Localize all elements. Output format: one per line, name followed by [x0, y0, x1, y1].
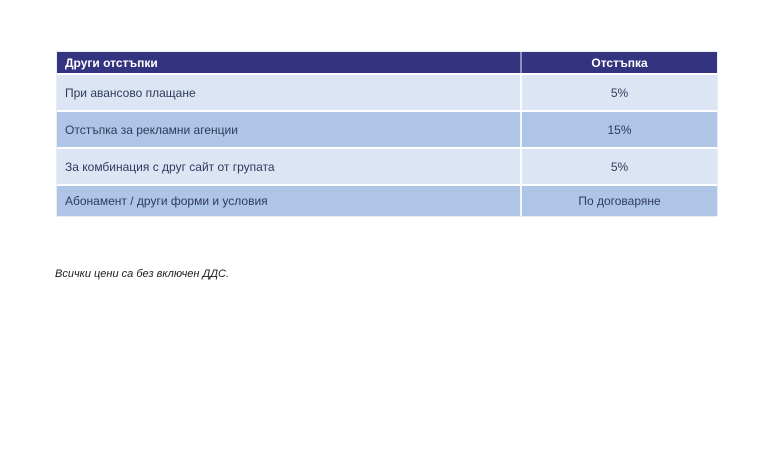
header-cell-other-discounts: Други отстъпки — [65, 55, 158, 70]
table-header-row: Други отстъпки Отстъпка — [57, 52, 717, 73]
row-label: Отстъпка за рекламни агенции — [65, 122, 238, 137]
row-label: За комбинация с друг сайт от групата — [65, 159, 275, 174]
row-value: По договаряне — [520, 186, 717, 216]
header-cell-discount: Отстъпка — [520, 52, 717, 73]
row-label: Абонамент / други форми и условия — [65, 194, 268, 208]
table-row-subscription: Абонамент / други форми и условия По дог… — [57, 184, 717, 216]
row-value: 5% — [520, 149, 717, 184]
row-value: 5% — [520, 75, 717, 110]
table-row-site-combination: За комбинация с друг сайт от групата 5% — [57, 147, 717, 184]
table-row-ad-agencies: Отстъпка за рекламни агенции 15% — [57, 110, 717, 147]
vat-footnote: Всички цени са без включен ДДС. — [55, 268, 230, 280]
other-discounts-table: Други отстъпки Отстъпка При авансово пла… — [57, 52, 717, 216]
table-row-advance-payment: При авансово плащане 5% — [57, 73, 717, 110]
row-label: При авансово плащане — [65, 85, 196, 100]
row-value: 15% — [520, 112, 717, 147]
